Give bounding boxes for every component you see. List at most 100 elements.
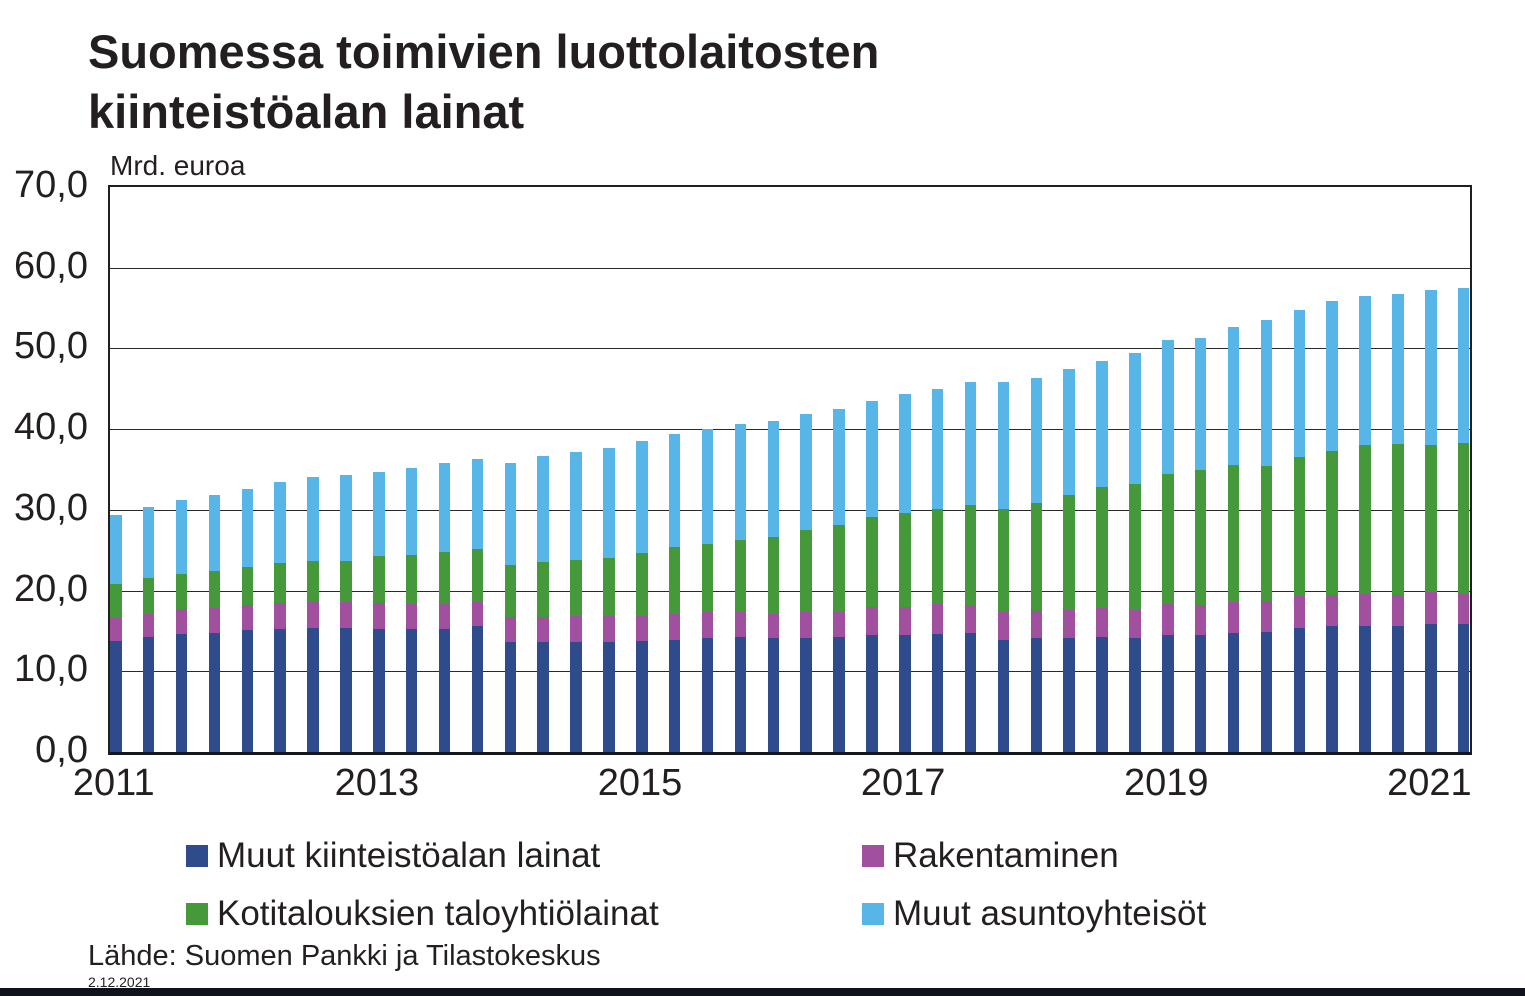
bar-segment [866,400,878,518]
legend-item: Rakentaminen [862,836,1119,876]
bar-2014Q1 [504,463,516,752]
source-text: Lähde: Suomen Pankki ja Tilastokeskus [88,940,601,972]
legend-label: Rakentaminen [893,836,1119,875]
bar-segment [1457,624,1470,752]
bar-segment [1162,634,1174,752]
bar-2011Q3 [175,500,188,752]
bar-2015Q3 [701,429,714,752]
bar-segment [175,573,188,610]
bar-segment [1326,626,1338,752]
bar-segment [307,560,319,602]
bar-segment [405,555,418,604]
bar-segment [734,636,747,752]
bar-segment [603,616,615,643]
bar-segment [405,467,418,556]
bar-2014Q2 [537,455,549,752]
bar-segment [997,509,1010,612]
bar-segment [1063,638,1075,752]
bar-2011Q4 [208,495,221,752]
bar-segment [636,615,648,642]
bar-segment [208,571,221,608]
bar-segment [866,634,878,752]
bar-segment [1293,627,1305,752]
bar-2011Q2 [142,507,155,752]
bar-segment [1063,495,1075,610]
bar-segment [1392,443,1404,595]
bar-segment [471,601,484,627]
bottom-divider-bar [0,988,1525,996]
legend-swatch-icon [186,845,208,867]
bar-segment [964,633,977,752]
legend-label: Muut kiinteistöalan lainat [217,836,601,875]
bar-segment [1293,596,1305,628]
bar-segment [110,584,122,619]
bar-2012Q3 [307,476,319,752]
bar-2016Q3 [833,408,845,752]
bar-segment [1194,337,1207,471]
bar-segment [1227,465,1240,602]
legend-item: Muut asuntoyhteisöt [862,894,1206,934]
bar-segment [1096,487,1108,609]
gridline [110,671,1470,673]
bar-segment [899,606,911,635]
bar-segment [570,642,582,752]
bar-segment [570,451,582,560]
bar-segment [570,616,582,643]
y-axis-tick-label: 50,0 [14,325,88,368]
bar-segment [438,604,451,630]
bar-segment [1425,289,1437,446]
bar-segment [767,638,779,752]
bar-segment [866,517,878,607]
bar-segment [997,382,1010,510]
bar-2014Q4 [603,447,615,752]
bar-segment [668,613,681,640]
bar-segment [1129,609,1141,639]
bar-segment [142,637,155,752]
bar-segment [1096,360,1108,488]
legend-label: Kotitalouksien taloyhtiölainat [217,894,659,933]
bar-segment [800,638,812,752]
bar-2020Q3 [1359,296,1371,752]
bar-segment [1326,594,1338,627]
bar-segment [373,555,385,603]
bar-segment [1326,450,1338,595]
bar-2013Q3 [438,463,451,752]
bar-segment [1129,353,1141,485]
bar-segment [1162,474,1174,605]
bar-segment [767,421,779,537]
bar-segment [931,634,944,752]
x-axis-year-label: 2013 [334,762,420,804]
bar-segment [1162,604,1174,635]
legend-item: Kotitalouksien taloyhtiölainat [186,894,659,934]
x-axis-year-label: 2011 [72,762,155,804]
bar-segment [1457,593,1470,625]
bar-segment [997,611,1010,640]
bar-segment [1129,484,1141,610]
bar-2016Q2 [800,413,812,752]
bar-segment [767,614,779,639]
bar-segment [1030,638,1042,752]
legend-label: Muut asuntoyhteisöt [893,894,1207,933]
bar-segment [1227,601,1240,634]
date-text: 2.12.2021 [88,974,151,990]
bar-2015Q2 [668,434,681,752]
bar-segment [340,560,352,602]
y-axis-tick-label: 60,0 [14,244,88,287]
bar-segment [734,611,747,637]
bar-2013Q4 [471,459,484,752]
bar-segment [931,509,944,605]
bar-segment [241,630,253,752]
bar-segment [1260,631,1273,752]
bar-segment [471,626,484,752]
bar-2012Q1 [241,488,253,752]
bar-segment [1425,592,1437,624]
bar-segment [1030,502,1042,611]
bar-2019Q2 [1194,337,1207,752]
bar-segment [142,613,155,638]
bar-segment [1425,445,1437,593]
bar-segment [307,627,319,752]
bar-segment [307,476,319,561]
bar-2020Q4 [1392,294,1404,752]
bar-segment [1260,601,1273,632]
y-axis-tick-label: 0,0 [35,729,88,771]
